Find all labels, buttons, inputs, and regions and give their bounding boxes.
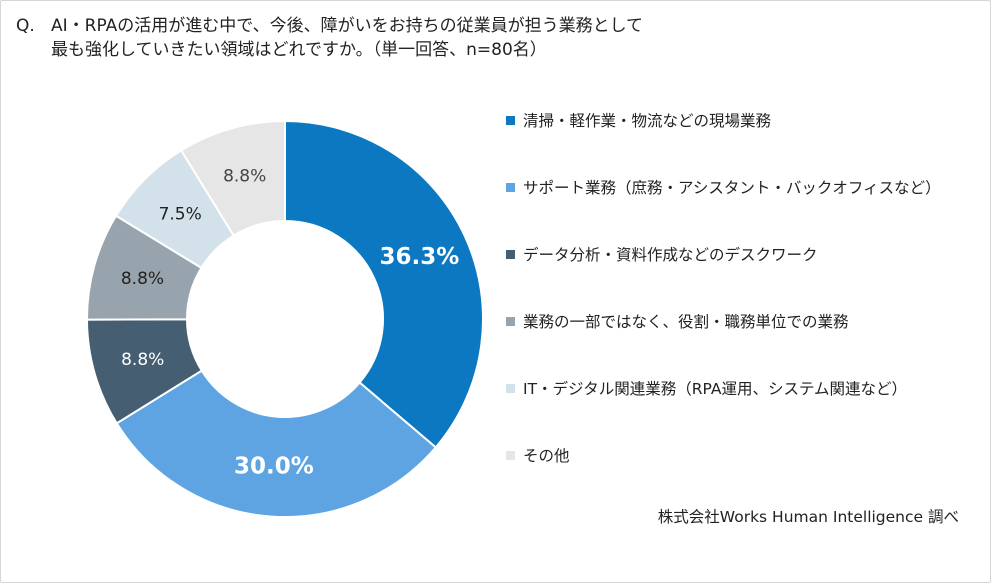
question-text: AI・RPAの活用が進む中で、今後、障がいをお持ちの従業員が担う業務として 最も… xyxy=(51,16,644,60)
legend-item-4: 業務の一部ではなく、役割・職務単位での業務 xyxy=(506,309,849,333)
legend-item-1: 清掃・軽作業・物流などの現場業務 xyxy=(506,108,771,132)
slice-label-5: 7.5% xyxy=(159,205,202,225)
legend-swatch xyxy=(506,450,515,460)
legend-swatch xyxy=(506,249,515,259)
legend-swatch xyxy=(506,383,515,393)
legend-swatch xyxy=(506,115,515,125)
donut-slice-6 xyxy=(179,119,286,237)
slice-label-6: 8.8% xyxy=(223,167,266,187)
slice-label-3: 8.8% xyxy=(121,350,164,370)
legend-label: サポート業務（庶務・アシスタント・バックオフィスなど） xyxy=(523,179,941,197)
legend-label: データ分析・資料作成などのデスクワーク xyxy=(523,246,818,264)
donut-slice-2 xyxy=(115,369,438,518)
question-mark: Q. xyxy=(16,16,35,36)
legend-label: IT・デジタル関連業務（RPA運用、システム関連など） xyxy=(523,380,907,398)
legend-item-3: データ分析・資料作成などのデスクワーク xyxy=(506,242,818,266)
legend-swatch xyxy=(506,316,515,326)
legend-item-2: サポート業務（庶務・アシスタント・バックオフィスなど） xyxy=(506,175,941,199)
legend-label: その他 xyxy=(523,447,570,465)
legend-item-6: その他 xyxy=(506,443,570,467)
slice-label-1: 36.3% xyxy=(379,244,459,270)
legend-label: 清掃・軽作業・物流などの現場業務 xyxy=(523,112,772,130)
slice-label-4: 8.8% xyxy=(121,269,164,289)
legend-item-5: IT・デジタル関連業務（RPA運用、システム関連など） xyxy=(506,376,907,400)
source-note: 株式会社Works Human Intelligence 調べ xyxy=(657,508,959,526)
legend-swatch xyxy=(506,182,515,192)
slice-label-2: 30.0% xyxy=(234,454,314,480)
donut-slice-1 xyxy=(284,119,484,449)
donut-chart: 36.3% 30.0% 8.8% 8.8% 7.5% 8.8% xyxy=(85,119,484,518)
legend-label: 業務の一部ではなく、役割・職務単位での業務 xyxy=(523,313,849,331)
